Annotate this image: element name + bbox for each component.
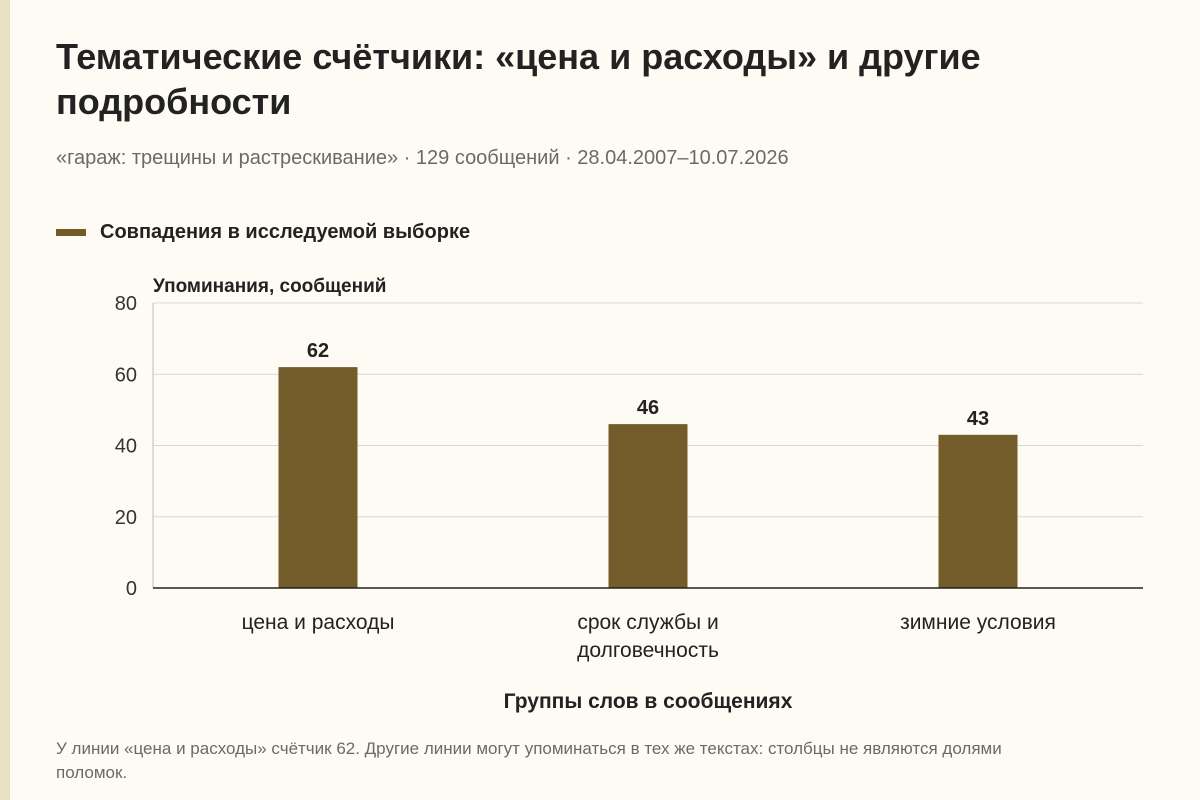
bar-value-label: 43 [967,408,989,430]
y-tick-label: 80 [115,293,137,315]
page-subtitle: «гараж: трещины и растрескивание» · 129 … [56,147,789,169]
bar [938,434,1018,588]
y-axis-title: Упоминания, сообщений [153,276,386,297]
x-tick-label: цена и расходы [242,611,395,634]
page-title: Тематические счётчики: «цена и расходы» … [56,36,981,122]
chart-legend: Совпадения в исследуемой выборке [56,219,470,245]
legend-label: Совпадения в исследуемой выборке [100,220,471,243]
x-axis-title: Группы слов в сообщениях [504,690,793,713]
bar [278,367,358,588]
legend-swatch [56,228,86,236]
x-tick-label: зимние условия [900,611,1056,634]
left-accent-stripe [0,0,10,800]
bar-chart: 0 20 40 60 80 Упоминания, сообщений 62 цена и р… [115,276,1143,713]
x-tick-label: долговечность [577,639,719,662]
y-tick-label: 20 [115,507,137,529]
bar-value-label: 46 [637,397,659,419]
bar [608,424,688,588]
y-tick-label: 0 [126,578,137,600]
x-tick-label: срок службы и [577,611,718,634]
bar-value-label: 62 [307,340,329,362]
y-tick-label: 60 [115,364,137,386]
y-tick-label: 40 [115,436,137,458]
chart-footnote: У линии «цена и расходы» счётчик 62. Дру… [56,739,1002,782]
